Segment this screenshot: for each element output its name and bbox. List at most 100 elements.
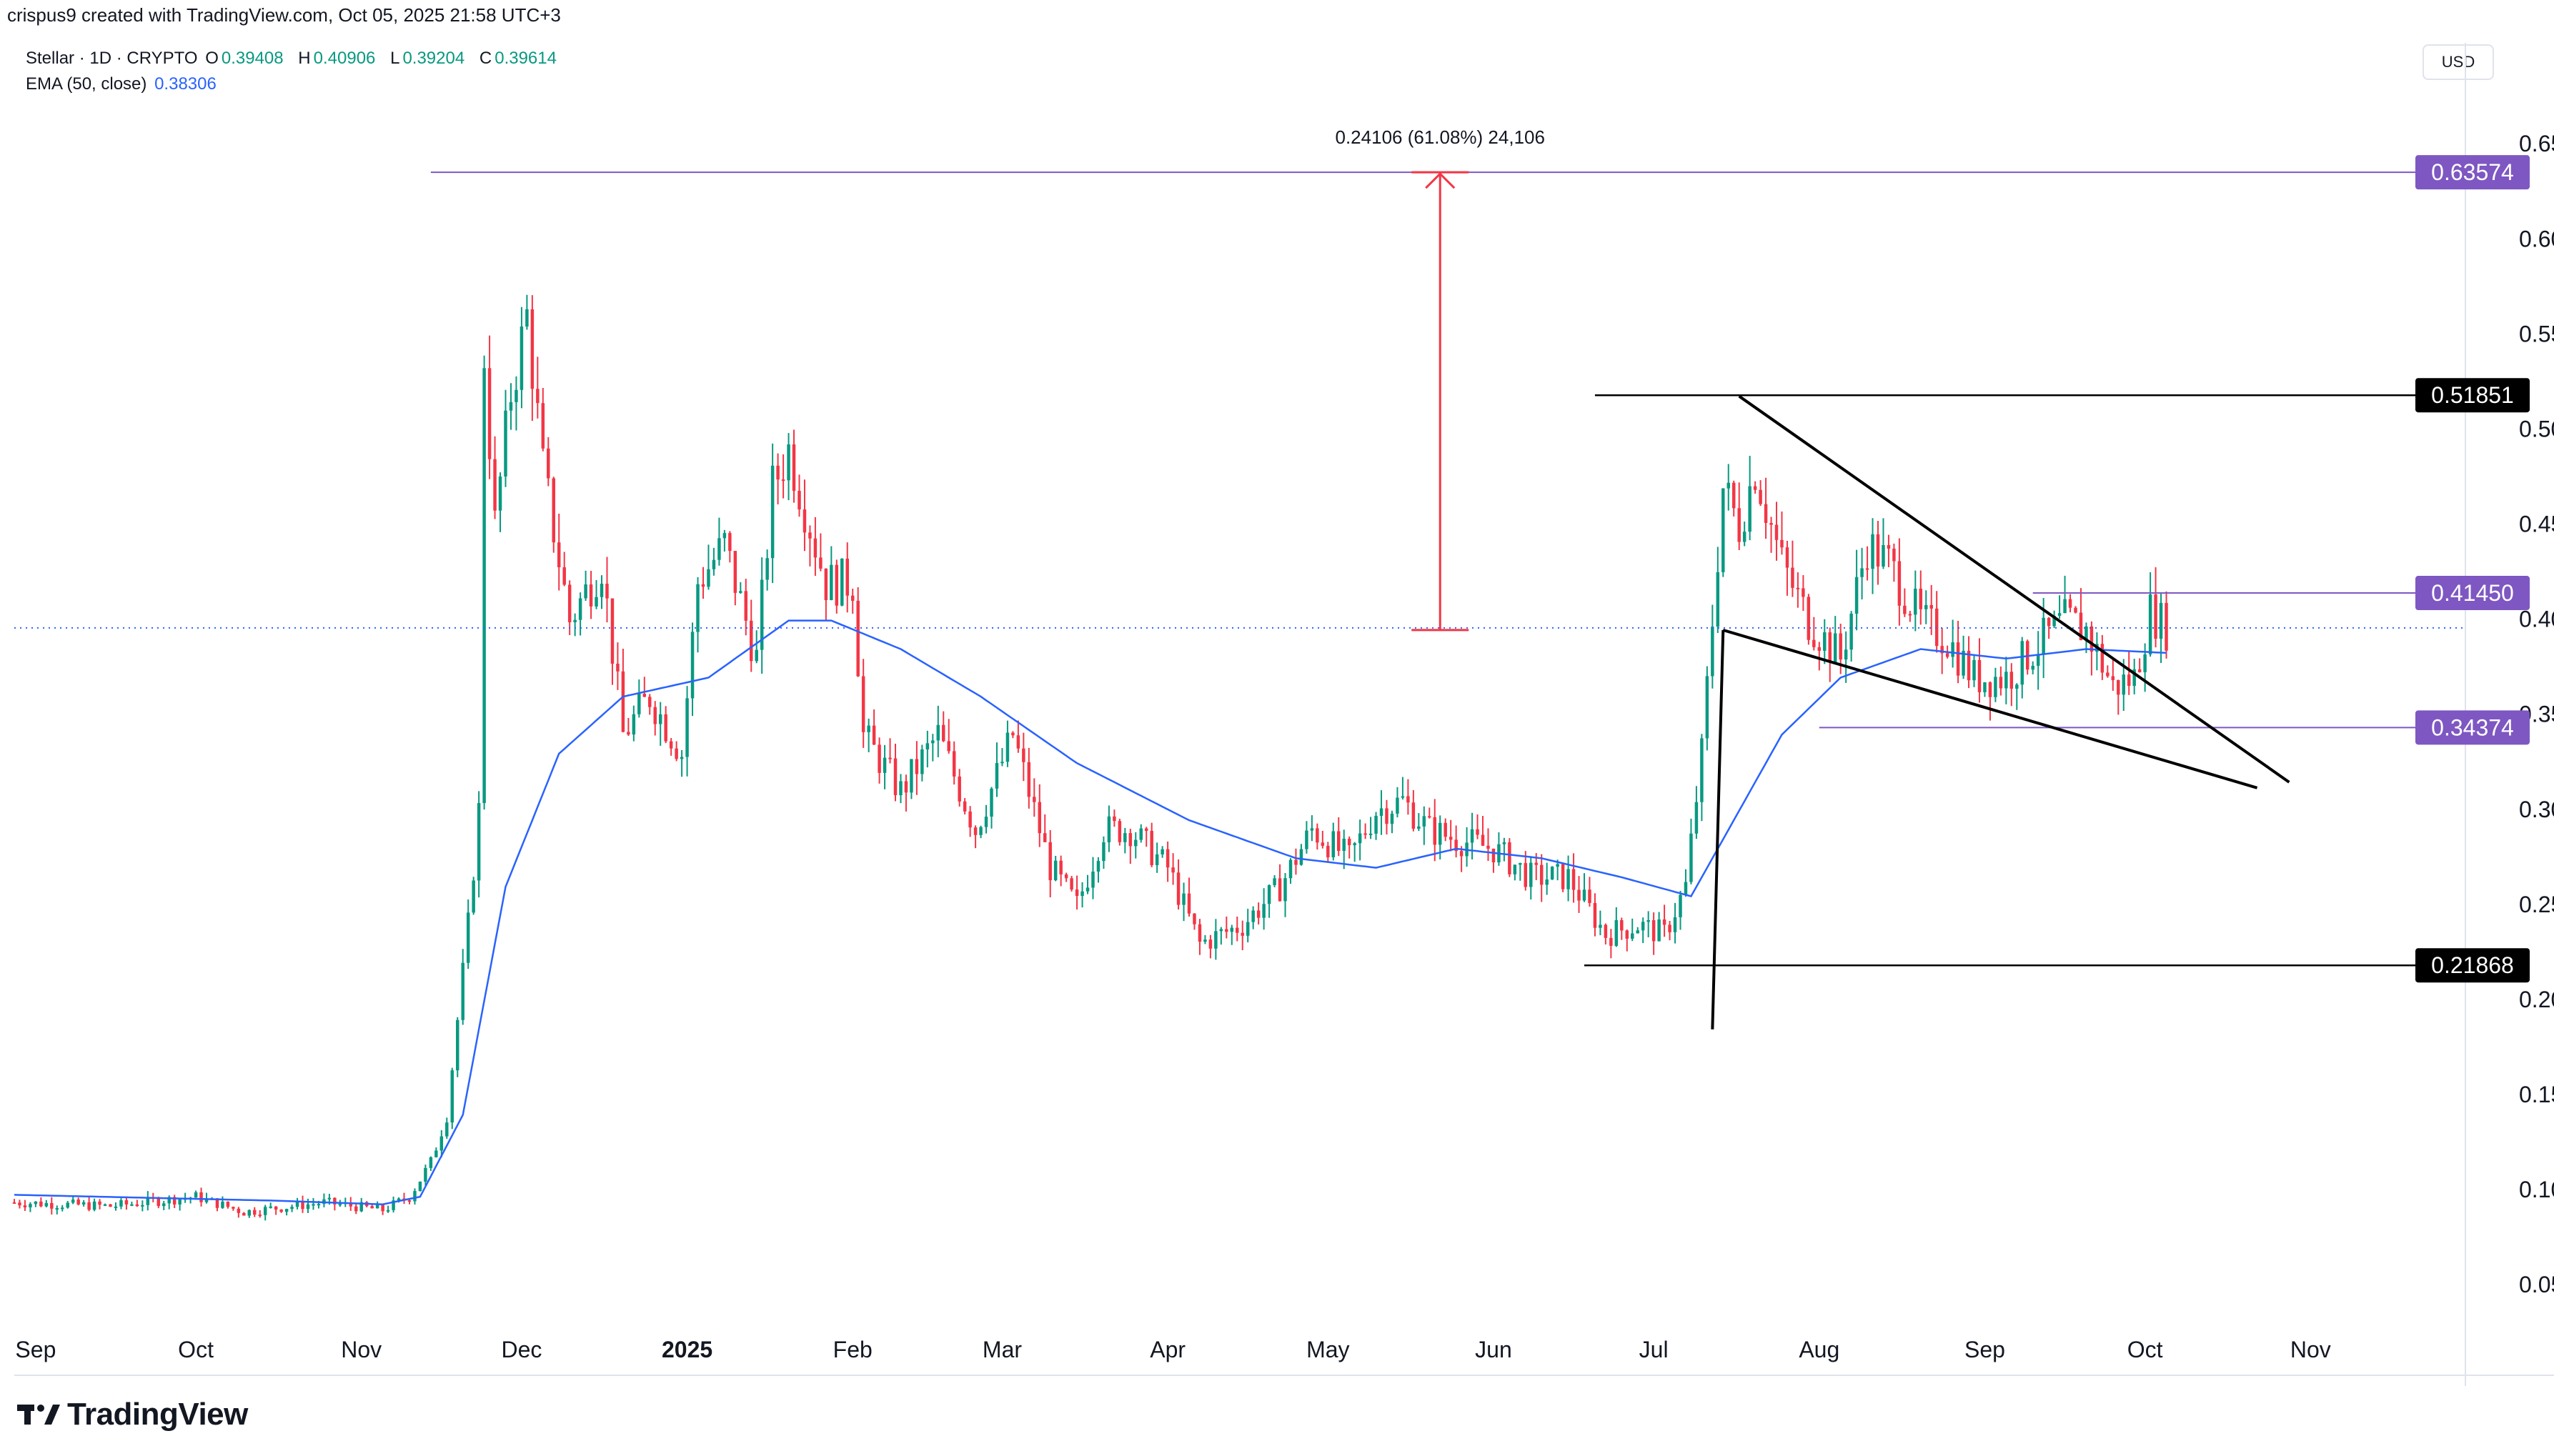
candle-body — [477, 803, 481, 881]
candle-body — [562, 567, 566, 585]
candle-body — [915, 759, 919, 774]
candle-body — [1988, 682, 1992, 697]
level-price-tag — [2415, 948, 2530, 983]
candle-body — [1796, 587, 1800, 589]
candle-body — [1459, 851, 1464, 857]
candle-body — [1657, 919, 1661, 942]
candle-body — [637, 694, 641, 714]
candle-body — [50, 1202, 54, 1209]
candle-body — [2009, 672, 2014, 689]
candle-body — [263, 1207, 267, 1215]
x-tick-label: Aug — [1799, 1337, 1839, 1362]
candle-body — [1588, 889, 1591, 903]
candle-body — [1892, 548, 1896, 562]
candle-body — [1118, 821, 1122, 842]
candle-body — [290, 1207, 294, 1210]
symbol-label[interactable]: Stellar · 1D · CRYPTO — [26, 49, 198, 68]
candle-body — [1256, 910, 1261, 918]
candle-body — [466, 912, 470, 963]
x-tick-label: Dec — [501, 1337, 542, 1362]
candle-body — [2117, 679, 2120, 695]
candle-body — [2063, 599, 2067, 614]
candle-body — [1780, 539, 1784, 548]
candle-body — [1299, 849, 1303, 865]
candle-body — [338, 1204, 342, 1206]
candle-body — [1075, 889, 1079, 897]
candle-body — [2111, 676, 2115, 680]
candle-body — [1903, 605, 1907, 614]
candles — [12, 294, 2168, 1221]
candle-body — [1096, 861, 1100, 872]
candle-body — [493, 459, 497, 511]
candle-body — [1353, 843, 1356, 846]
candle-body — [482, 368, 486, 804]
candle-body — [114, 1206, 118, 1208]
candle-body — [1102, 842, 1105, 862]
candle-body — [498, 476, 502, 511]
candle-body — [1769, 522, 1773, 525]
candle-body — [2122, 674, 2125, 695]
level-price-label: 0.51851 — [2431, 382, 2514, 408]
candle-body — [1817, 647, 1822, 651]
y-tick-label: 0.50000 — [2519, 416, 2554, 442]
candle-body — [530, 309, 535, 389]
candle-body — [1166, 849, 1170, 868]
candle-body — [455, 1019, 459, 1071]
candle-body — [931, 740, 935, 744]
candle-body — [1246, 922, 1250, 936]
currency-button[interactable]: USD — [2423, 44, 2494, 80]
low-label: L — [390, 49, 400, 68]
candle-body — [1609, 937, 1613, 946]
tradingview-wordmark: TradingView — [67, 1397, 248, 1432]
ema-label[interactable]: EMA (50, close) — [26, 74, 147, 94]
price-chart[interactable]: 0.65000 0.60000 0.55000 0.50000 0.45000 0.400… — [0, 0, 2554, 1386]
candle-body — [1844, 649, 1848, 660]
candle-body — [312, 1204, 315, 1206]
candle-body — [1080, 891, 1084, 897]
candle-body — [1385, 808, 1388, 824]
candle-body — [567, 584, 572, 622]
candle-body — [18, 1202, 21, 1206]
candle-body — [1940, 646, 1944, 654]
candle-body — [226, 1202, 230, 1207]
candle-body — [194, 1192, 198, 1198]
candle-body — [1411, 802, 1416, 829]
high-value: 0.40906 — [313, 49, 376, 68]
candle-body — [1091, 872, 1095, 888]
candle-body — [2165, 602, 2168, 651]
candle-body — [1134, 839, 1138, 847]
candle-body — [130, 1204, 134, 1206]
candle-body — [66, 1202, 69, 1208]
candle-body — [1508, 842, 1511, 874]
candle-body — [87, 1202, 91, 1210]
candle-body — [1929, 604, 1933, 609]
candle-body — [744, 591, 748, 621]
candle-body — [893, 758, 898, 796]
candle-body — [760, 579, 764, 650]
tradingview-brand[interactable]: TradingView — [17, 1397, 248, 1432]
candle-body — [1924, 604, 1928, 609]
candle-body — [2159, 602, 2163, 639]
candle-body — [2137, 669, 2142, 672]
candle-body — [1358, 833, 1362, 844]
ema-value: 0.38306 — [154, 74, 217, 94]
level-price-tag — [2415, 576, 2530, 611]
candle-body — [418, 1181, 422, 1192]
candle-body — [253, 1210, 257, 1215]
level-price-label: 0.21868 — [2431, 952, 2514, 978]
candle-body — [119, 1200, 123, 1207]
candle-body — [920, 749, 924, 774]
candle-body — [1620, 919, 1624, 931]
trend-line — [1711, 629, 1725, 1029]
candle-body — [701, 584, 705, 587]
candle-body — [1379, 808, 1383, 816]
candle-body — [1711, 627, 1714, 677]
candle-body — [1646, 920, 1650, 922]
candle-body — [301, 1201, 304, 1210]
candle-body — [878, 744, 881, 773]
candle-body — [803, 509, 807, 533]
candle-body — [509, 402, 513, 411]
candle-body — [397, 1198, 401, 1201]
candle-body — [1977, 659, 1982, 692]
candle-body — [1599, 924, 1602, 928]
